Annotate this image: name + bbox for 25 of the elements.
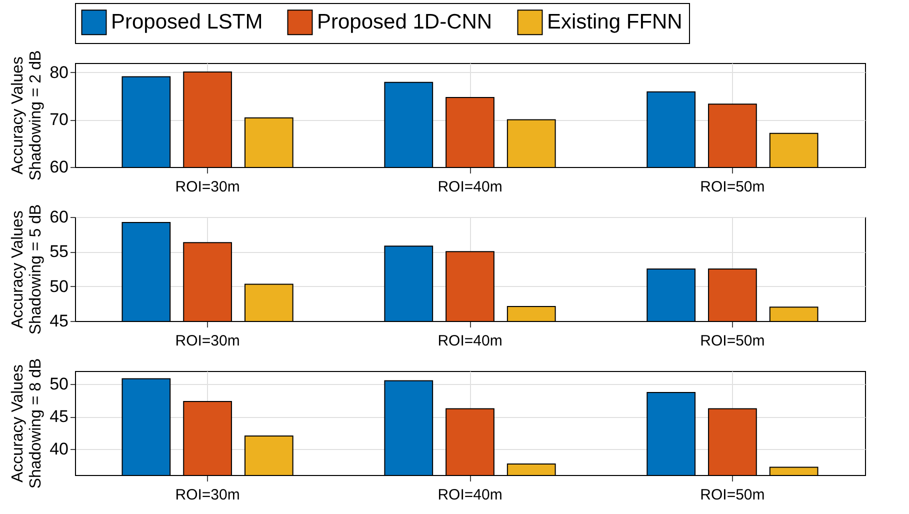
x-tick-label: ROI=30m — [175, 486, 240, 504]
x-tick-label: ROI=40m — [438, 178, 502, 196]
y-tick-label: 60 — [50, 158, 68, 176]
x-tick-label: ROI=50m — [700, 486, 765, 504]
y-tick-label: 60 — [50, 208, 68, 226]
legend-label: Proposed 1D-CNN — [317, 10, 492, 34]
x-tick-label: ROI=50m — [700, 178, 765, 196]
legend-label: Proposed LSTM — [111, 10, 263, 34]
y-tick-label: 45 — [50, 312, 68, 330]
x-tick-label: ROI=50m — [700, 332, 765, 350]
y-tick-label: 50 — [50, 374, 68, 394]
y-tick-label: 55 — [50, 242, 68, 262]
y-tick-label: 70 — [50, 110, 68, 130]
legend-label: Existing FFNN — [547, 10, 682, 34]
x-tick-label: ROI=30m — [175, 332, 240, 350]
y-tick-label: 40 — [50, 440, 68, 458]
y-tick-label: 45 — [50, 407, 68, 426]
y-tick-label: 50 — [50, 276, 68, 296]
y-tick-label: 80 — [50, 62, 68, 82]
y-axis-title: Accuracy Values Shadowing = 5 dB — [10, 204, 45, 335]
y-axis-title: Accuracy Values Shadowing = 2 dB — [10, 50, 45, 181]
x-tick-label: ROI=30m — [175, 178, 240, 196]
y-axis-title: Accuracy Values Shadowing = 8 dB — [10, 358, 45, 489]
x-tick-label: ROI=40m — [438, 486, 502, 504]
x-tick-label: ROI=40m — [438, 332, 502, 350]
